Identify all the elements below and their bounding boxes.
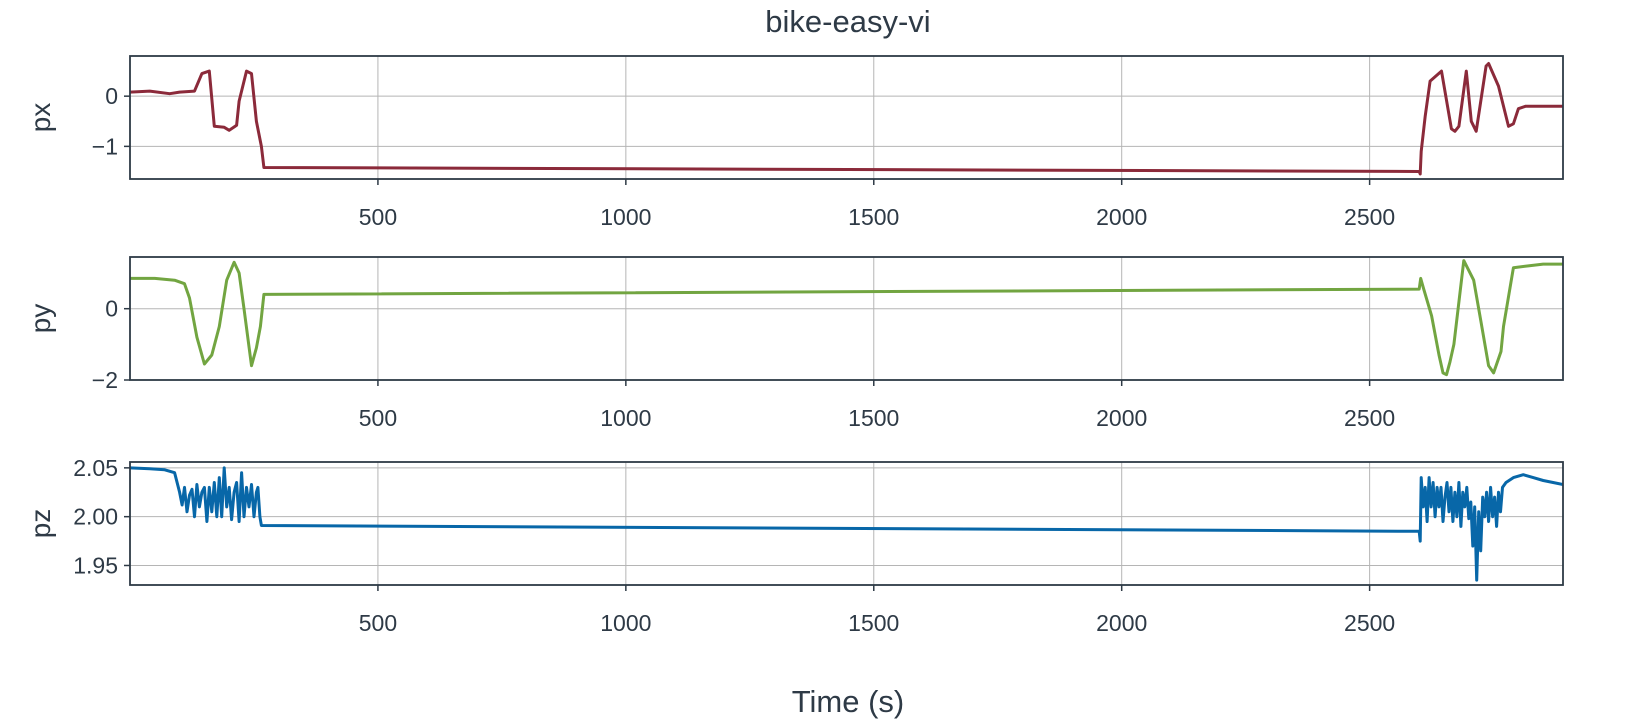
x-tick-label: 1500 bbox=[848, 204, 899, 230]
x-axis-label: Time (s) bbox=[792, 684, 905, 719]
series-line-px bbox=[130, 62, 1563, 176]
chart-title: bike-easy-vi bbox=[765, 4, 930, 39]
x-tick-label: 2500 bbox=[1344, 204, 1395, 230]
x-tick-label: 1000 bbox=[600, 610, 651, 636]
y-tick-label: −1 bbox=[92, 133, 118, 159]
x-tick-label: 2000 bbox=[1096, 610, 1147, 636]
x-tick-label: 2000 bbox=[1096, 204, 1147, 230]
y-tick-label: 1.95 bbox=[73, 552, 118, 578]
y-tick-label: 0 bbox=[105, 83, 118, 109]
series-line-py bbox=[130, 259, 1563, 377]
x-tick-label: 500 bbox=[359, 610, 397, 636]
x-tick-label: 500 bbox=[359, 204, 397, 230]
x-tick-label: 1500 bbox=[848, 610, 899, 636]
y-tick-label: 0 bbox=[105, 296, 118, 322]
subplot-px: 500 1000 1500 2000 2500 0 −1 px bbox=[25, 55, 1564, 230]
x-tick-label: 500 bbox=[359, 405, 397, 431]
y-axis-label: py bbox=[25, 304, 56, 334]
subplot-pz: 500 1000 1500 2000 2500 2.05 2.00 1.95 pz bbox=[25, 455, 1564, 636]
subplot-py: 500 1000 1500 2000 2500 0 −2 py bbox=[25, 256, 1564, 431]
axes-frame bbox=[129, 256, 1564, 381]
x-tick-label: 1000 bbox=[600, 405, 651, 431]
axes-frame bbox=[129, 461, 1564, 586]
x-tick-label: 1000 bbox=[600, 204, 651, 230]
y-tick-label: 2.05 bbox=[73, 455, 118, 481]
y-axis-label: pz bbox=[25, 509, 56, 539]
y-tick-label: 2.00 bbox=[73, 504, 118, 530]
y-tick-label: −2 bbox=[92, 367, 118, 393]
series-line-pz bbox=[130, 466, 1563, 582]
x-tick-label: 1500 bbox=[848, 405, 899, 431]
axes-frame bbox=[129, 55, 1564, 180]
y-axis-label: px bbox=[25, 103, 56, 133]
x-tick-label: 2000 bbox=[1096, 405, 1147, 431]
x-tick-label: 2500 bbox=[1344, 405, 1395, 431]
x-tick-label: 2500 bbox=[1344, 610, 1395, 636]
